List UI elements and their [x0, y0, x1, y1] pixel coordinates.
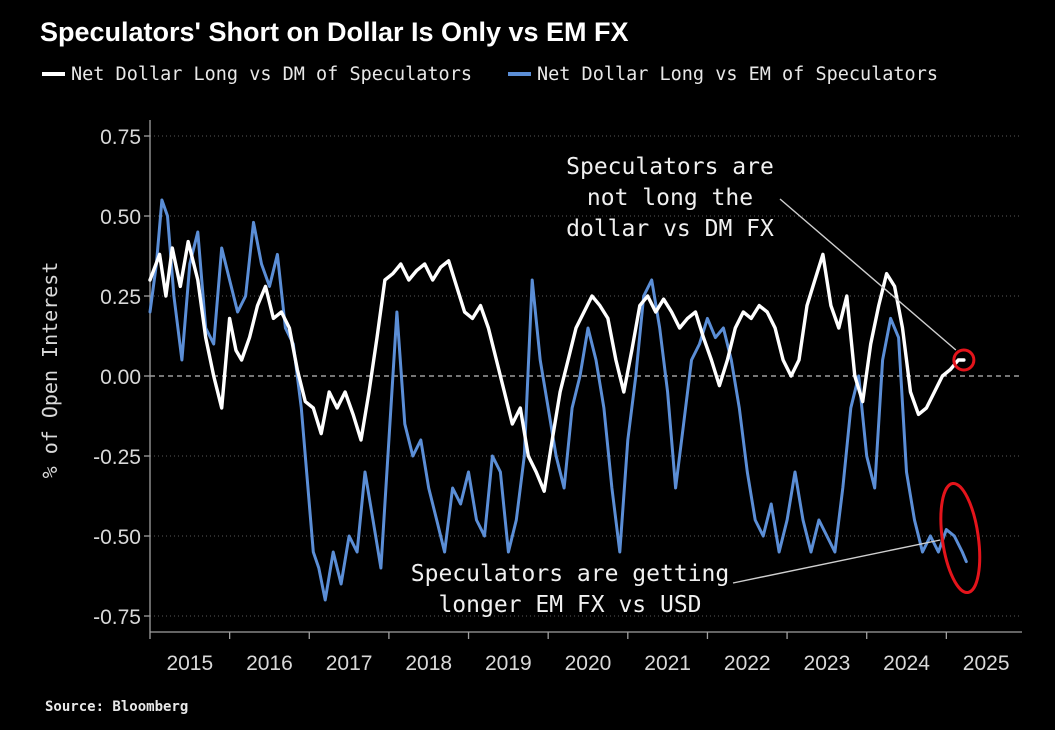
y-tick-label: 0.25: [100, 286, 141, 309]
x-tick-label: 2018: [405, 652, 452, 675]
annotations: Speculators are not long the dollar vs DM …: [411, 154, 982, 618]
x-tick-label: 2023: [804, 652, 851, 675]
y-tick-label: -0.50: [93, 526, 141, 549]
source-note: Source: Bloomberg: [45, 699, 188, 715]
annotation-em-text: Speculators are getting: [411, 561, 730, 587]
axes: 0.75 0.50 0.25 0.00 -0.25 -0.50 -0.75 2015 2016 2…: [93, 120, 1022, 675]
annotation-dm-text: Speculators are: [566, 154, 774, 180]
x-tick-label: 2025: [963, 652, 1010, 675]
y-tick-label: 0.50: [100, 206, 141, 229]
x-tick-label: 2024: [883, 652, 930, 675]
annotation-dm-text: dollar vs DM FX: [566, 216, 774, 242]
annotation-dm-highlight: [952, 348, 976, 372]
annotation-dm-text: not long the: [587, 185, 753, 211]
chart-title: Speculators' Short on Dollar Is Only vs …: [40, 17, 629, 47]
gridlines: [150, 135, 1022, 617]
y-tick-label: 0.75: [100, 126, 141, 149]
y-tick-label: -0.75: [93, 606, 141, 629]
x-tick-label: 2015: [166, 652, 213, 675]
x-tick-label: 2016: [246, 652, 293, 675]
x-tick-label: 2021: [644, 652, 691, 675]
annotation-em-highlight: [939, 481, 982, 595]
y-tick-label: -0.25: [93, 446, 141, 469]
x-tick-label: 2020: [565, 652, 612, 675]
x-tick-label: 2017: [326, 652, 373, 675]
x-tick-label: 2019: [485, 652, 532, 675]
legend-label-dm: Net Dollar Long vs DM of Speculators: [71, 64, 472, 85]
x-tick-label: 2022: [724, 652, 771, 675]
annotation-dm-leader: [779, 198, 957, 351]
annotation-em-text: longer EM FX vs USD: [438, 592, 701, 618]
series: [148, 198, 968, 602]
annotation-em-leader: [732, 539, 941, 584]
legend-label-em: Net Dollar Long vs EM of Speculators: [537, 64, 938, 85]
legend: Net Dollar Long vs DM of Speculators Net…: [42, 64, 938, 85]
series-line-dm: [148, 239, 966, 493]
y-axis-label: % of Open Interest: [38, 262, 62, 479]
y-tick-label: 0.00: [100, 366, 141, 389]
